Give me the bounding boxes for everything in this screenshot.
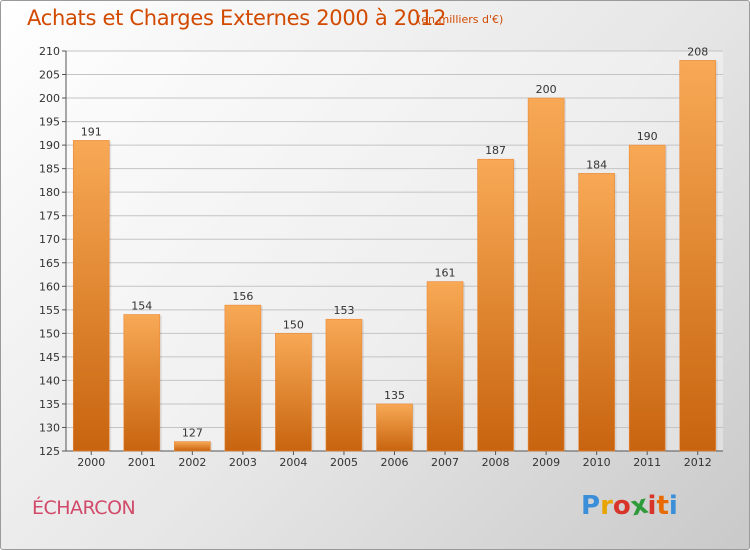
- bar-2001: [123, 314, 161, 452]
- bar-2005: [325, 318, 363, 452]
- value-label: 190: [637, 130, 658, 143]
- y-tick-label: 175: [39, 210, 60, 223]
- bar-2004: [275, 333, 312, 452]
- value-label: 208: [687, 45, 708, 58]
- y-tick-label: 150: [39, 327, 60, 340]
- bar-2002: [174, 441, 211, 452]
- y-tick-label: 210: [39, 45, 60, 58]
- bar-2003: [224, 304, 262, 452]
- bar-2011: [628, 144, 666, 452]
- y-tick-label: 125: [39, 445, 60, 458]
- y-tick-label: 145: [39, 351, 60, 364]
- y-tick-label: 155: [39, 304, 60, 317]
- y-tick-label: 165: [39, 257, 60, 270]
- value-label: 200: [536, 83, 557, 96]
- chart-subtitle: (en milliers d'€): [417, 13, 504, 26]
- commune-name: ÉCHARCON: [32, 497, 136, 519]
- y-tick-label: 185: [39, 163, 60, 176]
- value-label: 127: [182, 427, 203, 440]
- value-label: 156: [232, 290, 253, 303]
- y-tick-label: 195: [39, 116, 60, 129]
- x-tick-label: 2011: [633, 456, 661, 469]
- value-label: 135: [384, 389, 405, 402]
- x-tick-label: 2009: [532, 456, 560, 469]
- x-tick-label: 2004: [279, 456, 307, 469]
- x-tick-label: 2003: [229, 456, 257, 469]
- value-label: 154: [131, 300, 152, 313]
- bar-2012: [679, 60, 717, 452]
- bar-2008: [477, 158, 514, 452]
- x-tick-label: 2012: [684, 456, 712, 469]
- y-tick-label: 135: [39, 398, 60, 411]
- logo-letter: i: [647, 491, 657, 521]
- x-tick-label: 2002: [178, 456, 206, 469]
- logo-letter: P: [581, 491, 601, 521]
- y-tick-label: 160: [39, 280, 60, 293]
- logo-letter: o: [612, 491, 631, 521]
- bar-2009: [527, 97, 565, 452]
- y-tick-label: 130: [39, 421, 60, 434]
- value-label: 184: [586, 158, 607, 171]
- y-tick-label: 190: [39, 139, 60, 152]
- x-tick-label: 2008: [482, 456, 510, 469]
- value-label: 191: [81, 125, 102, 138]
- logo-letter: t: [656, 491, 669, 521]
- x-tick-label: 2000: [77, 456, 105, 469]
- bar-2006: [376, 403, 413, 452]
- value-label: 153: [333, 304, 354, 317]
- y-tick-label: 180: [39, 186, 60, 199]
- logo-letter: r: [600, 491, 613, 521]
- value-label: 187: [485, 144, 506, 157]
- x-tick-label: 2007: [431, 456, 459, 469]
- chart-title: Achats et Charges Externes 2000 à 2012: [27, 6, 447, 30]
- y-tick-label: 140: [39, 374, 60, 387]
- x-tick-label: 2005: [330, 456, 358, 469]
- value-label: 150: [283, 318, 304, 331]
- x-tick-label: 2010: [583, 456, 611, 469]
- value-label: 161: [435, 267, 456, 280]
- bar-2010: [578, 173, 615, 452]
- y-tick-label: 200: [39, 92, 60, 105]
- y-tick-label: 170: [39, 233, 60, 246]
- x-tick-label: 2001: [128, 456, 156, 469]
- y-tick-label: 205: [39, 69, 60, 82]
- x-tick-label: 2006: [381, 456, 409, 469]
- bar-2007: [426, 281, 464, 452]
- bar-2000: [72, 140, 110, 452]
- proxiti-logo: Proxiti: [581, 490, 678, 523]
- logo-letter: i: [668, 491, 678, 521]
